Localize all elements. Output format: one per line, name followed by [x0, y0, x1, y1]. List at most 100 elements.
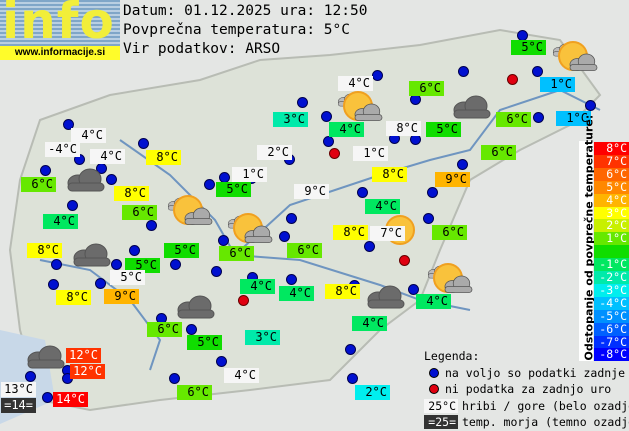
logo-url[interactable]: www.informacije.si — [0, 46, 120, 60]
station-dot[interactable] — [297, 97, 308, 108]
station-temperature-label[interactable]: 8°C — [325, 284, 360, 299]
station-no-data-dot[interactable] — [399, 255, 410, 266]
station-temperature-label[interactable]: 5°C — [511, 40, 546, 55]
station-temperature-label[interactable]: 14°C — [53, 392, 88, 407]
station-temperature-label[interactable]: 3°C — [245, 330, 280, 345]
station-dot[interactable] — [423, 213, 434, 224]
station-temperature-label[interactable]: 4°C — [416, 294, 451, 309]
station-dot[interactable] — [427, 187, 438, 198]
station-dot[interactable] — [286, 274, 297, 285]
station-temperature-label[interactable]: 8°C — [56, 290, 91, 305]
station-temperature-label[interactable]: 8°C — [386, 121, 421, 136]
station-dot[interactable] — [357, 187, 368, 198]
station-dot[interactable] — [146, 220, 157, 231]
station-dot[interactable] — [218, 235, 229, 246]
station-dot[interactable] — [323, 136, 334, 147]
station-dot[interactable] — [42, 392, 53, 403]
station-temperature-label[interactable]: 4°C — [43, 214, 78, 229]
station-temperature-label[interactable]: 6°C — [409, 81, 444, 96]
station-dot[interactable] — [67, 200, 78, 211]
station-temperature-label[interactable]: 9°C — [294, 184, 329, 199]
station-temperature-label[interactable]: 6°C — [21, 177, 56, 192]
station-temperature-label[interactable]: 7°C — [370, 226, 405, 241]
station-dot[interactable] — [585, 100, 596, 111]
station-dot[interactable] — [279, 231, 290, 242]
station-temperature-label[interactable]: 6°C — [432, 225, 467, 240]
station-temperature-label[interactable]: 6°C — [287, 243, 322, 258]
station-temperature-label[interactable]: 8°C — [333, 225, 368, 240]
station-temperature-label[interactable]: 5°C — [125, 258, 160, 273]
station-dot[interactable] — [51, 259, 62, 270]
station-temperature-label[interactable]: 5°C — [426, 122, 461, 137]
station-temperature-label[interactable]: 6°C — [219, 246, 254, 261]
station-dot[interactable] — [40, 165, 51, 176]
station-dot[interactable] — [458, 66, 469, 77]
station-dot[interactable] — [345, 344, 356, 355]
station-temperature-label[interactable]: 5°C — [164, 243, 199, 258]
station-dot[interactable] — [216, 356, 227, 367]
station-temperature-label[interactable]: 6°C — [496, 112, 531, 127]
station-dot[interactable] — [169, 373, 180, 384]
station-temperature-label[interactable]: 5°C — [187, 335, 222, 350]
station-dot[interactable] — [457, 159, 468, 170]
station-temperature-label[interactable]: 9°C — [435, 172, 470, 187]
station-temperature-label[interactable]: 13°C — [1, 382, 36, 397]
station-temperature-label[interactable]: 6°C — [177, 385, 212, 400]
station-dot[interactable] — [106, 174, 117, 185]
station-dot[interactable] — [204, 179, 215, 190]
station-temperature-label[interactable]: 5°C — [110, 270, 145, 285]
station-temperature-label[interactable]: 5°C — [216, 182, 251, 197]
station-temperature-label[interactable]: 6°C — [147, 322, 182, 337]
station-dot[interactable] — [186, 324, 197, 335]
station-dot[interactable] — [321, 111, 332, 122]
logo[interactable]: info www.informacije.si — [0, 0, 120, 60]
station-temperature-label[interactable]: 1°C — [556, 111, 591, 126]
station-dot[interactable] — [211, 266, 222, 277]
station-temperature-label[interactable]: 1°C — [540, 77, 575, 92]
station-dot[interactable] — [111, 259, 122, 270]
station-temperature-label[interactable]: 12°C — [66, 348, 101, 363]
station-temperature-label[interactable]: 9°C — [104, 289, 139, 304]
station-temperature-label[interactable]: 4°C — [224, 368, 259, 383]
station-temperature-label[interactable]: 1°C — [353, 146, 388, 161]
station-dot[interactable] — [347, 373, 358, 384]
station-temperature-label[interactable]: 4°C — [279, 286, 314, 301]
station-temperature-label[interactable]: 4°C — [365, 199, 400, 214]
station-dot[interactable] — [170, 259, 181, 270]
station-no-data-dot[interactable] — [329, 148, 340, 159]
scale-row: 4°C — [594, 193, 629, 207]
station-temperature-label[interactable]: 6°C — [481, 145, 516, 160]
station-temperature-label[interactable]: 4°C — [329, 122, 364, 137]
station-temperature-label[interactable]: 12°C — [70, 364, 105, 379]
station-temperature-label[interactable]: 8°C — [146, 150, 181, 165]
station-dot[interactable] — [364, 241, 375, 252]
station-temperature-label[interactable]: 3°C — [273, 112, 308, 127]
station-temperature-label[interactable]: 8°C — [27, 243, 62, 258]
station-dot[interactable] — [532, 66, 543, 77]
station-no-data-dot[interactable] — [507, 74, 518, 85]
station-temperature-label[interactable]: -4°C — [45, 142, 80, 157]
station-temperature-label[interactable]: =14= — [1, 398, 36, 413]
station-temperature-label[interactable]: 2°C — [355, 385, 390, 400]
station-temperature-label[interactable]: 4°C — [240, 279, 275, 294]
station-temperature-label[interactable]: 4°C — [71, 128, 106, 143]
station-dot[interactable] — [372, 70, 383, 81]
station-dot[interactable] — [63, 119, 74, 130]
station-temperature-label[interactable]: 4°C — [338, 76, 373, 91]
station-dot[interactable] — [95, 278, 106, 289]
station-temperature-label[interactable]: 8°C — [114, 186, 149, 201]
station-temperature-label[interactable]: 4°C — [90, 149, 125, 164]
station-dot[interactable] — [48, 279, 59, 290]
station-temperature-label[interactable]: 2°C — [257, 145, 292, 160]
station-temperature-label[interactable]: 1°C — [232, 167, 267, 182]
station-temperature-label[interactable]: 4°C — [352, 316, 387, 331]
station-temperature-label[interactable]: 8°C — [372, 167, 407, 182]
station-dot[interactable] — [533, 112, 544, 123]
station-temperature-label[interactable]: 6°C — [122, 205, 157, 220]
station-dot[interactable] — [25, 371, 36, 382]
station-dot[interactable] — [138, 138, 149, 149]
station-no-data-dot[interactable] — [238, 295, 249, 306]
station-dot[interactable] — [408, 284, 419, 295]
station-dot[interactable] — [286, 213, 297, 224]
station-dot[interactable] — [129, 245, 140, 256]
